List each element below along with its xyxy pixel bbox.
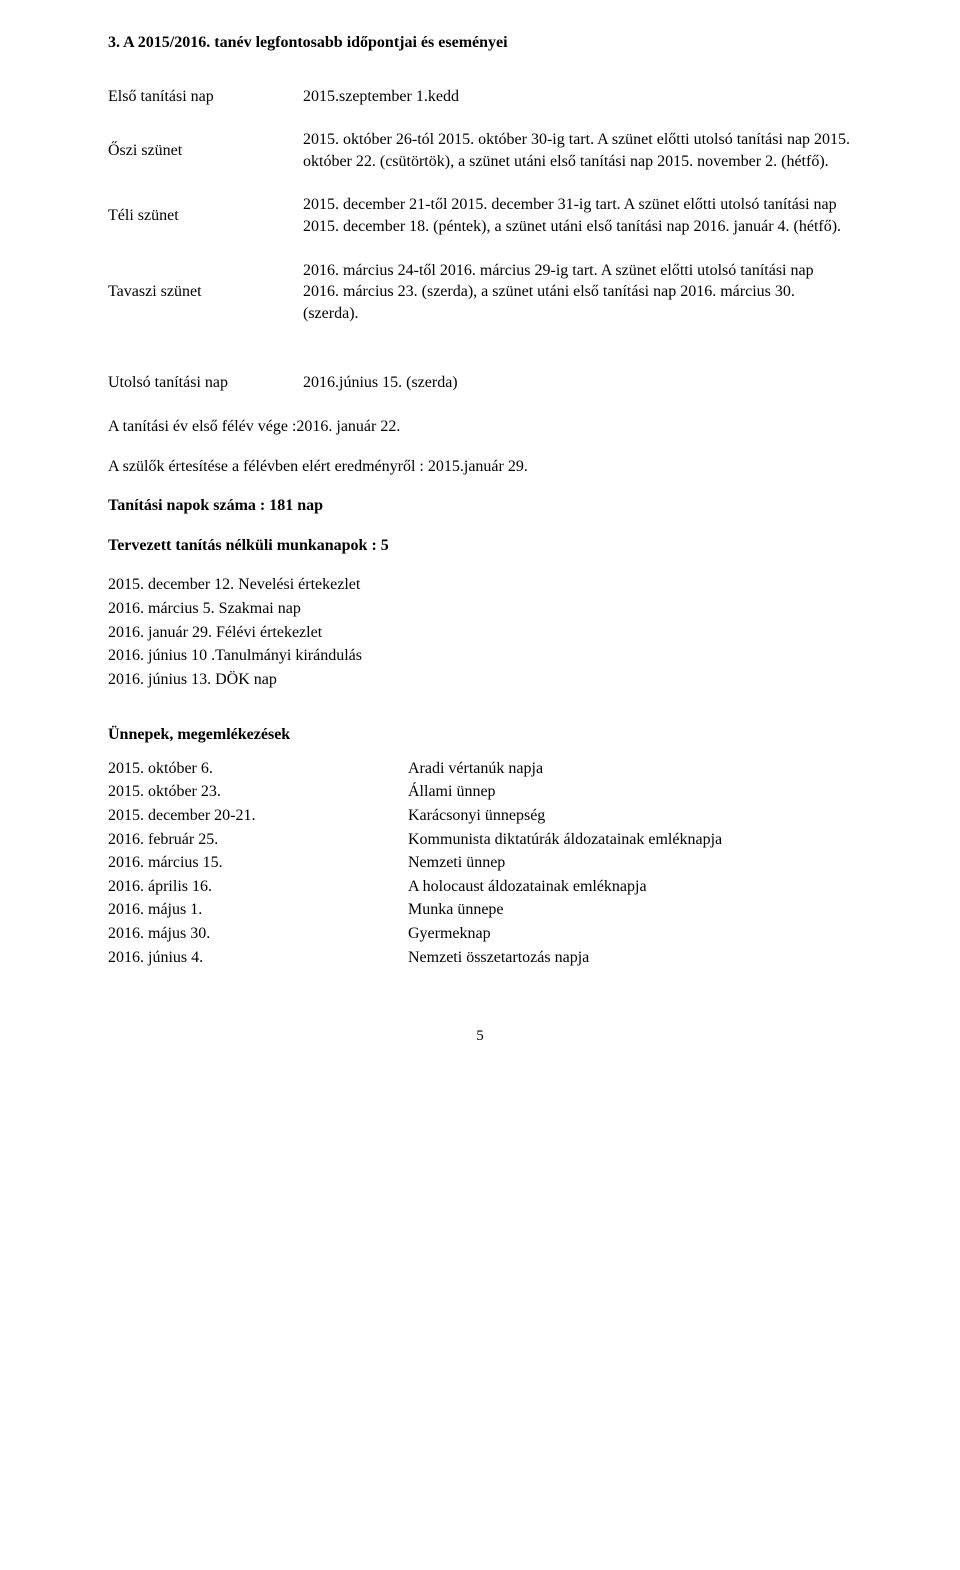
holiday-name: A holocaust áldozatainak emléknapja xyxy=(408,876,852,900)
holiday-name: Aradi vértanúk napja xyxy=(408,758,852,782)
holiday-date: 2015. december 20-21. xyxy=(108,805,408,829)
planned-item: 2016. január 29. Félévi értekezlet xyxy=(108,622,852,644)
last-day-table: Utolsó tanítási nap 2016.június 15. (sze… xyxy=(108,372,852,394)
holiday-name: Állami ünnep xyxy=(408,781,852,805)
holidays-table: 2015. október 6.Aradi vértanúk napja 201… xyxy=(108,758,852,970)
holidays-heading: Ünnepek, megemlékezések xyxy=(108,724,852,746)
parent-notice: A szülők értesítése a félévben elért ere… xyxy=(108,456,852,478)
last-day-value: 2016.június 15. (szerda) xyxy=(303,372,852,394)
half-year-end: A tanítási év első félév vége :2016. jan… xyxy=(108,416,852,438)
holiday-name: Karácsonyi ünnepség xyxy=(408,805,852,829)
holiday-date: 2016. május 1. xyxy=(108,899,408,923)
holiday-name: Nemzeti összetartozás napja xyxy=(408,947,852,971)
holiday-date: 2016. február 25. xyxy=(108,829,408,853)
holiday-date: 2016. március 15. xyxy=(108,852,408,876)
holiday-date: 2016. május 30. xyxy=(108,923,408,947)
holiday-date: 2015. október 6. xyxy=(108,758,408,782)
first-day-value: 2015.szeptember 1.kedd xyxy=(303,86,852,130)
holiday-name: Kommunista diktatúrák áldozatainak emlék… xyxy=(408,829,852,853)
autumn-break-label: Őszi szünet xyxy=(108,129,303,194)
planned-item: 2016. június 13. DÖK nap xyxy=(108,669,852,691)
autumn-break-value: 2015. október 26-tól 2015. október 30-ig… xyxy=(303,129,852,194)
last-day-label: Utolsó tanítási nap xyxy=(108,372,303,394)
section-title: 3. A 2015/2016. tanév legfontosabb időpo… xyxy=(108,32,852,54)
holiday-name: Nemzeti ünnep xyxy=(408,852,852,876)
first-day-label: Első tanítási nap xyxy=(108,86,303,130)
winter-break-value: 2015. december 21-től 2015. december 31-… xyxy=(303,194,852,259)
teaching-days-count: Tanítási napok száma : 181 nap xyxy=(108,495,852,517)
page-number: 5 xyxy=(108,1026,852,1046)
holiday-name: Munka ünnepe xyxy=(408,899,852,923)
holiday-name: Gyermeknap xyxy=(408,923,852,947)
holiday-date: 2016. április 16. xyxy=(108,876,408,900)
dates-table: Első tanítási nap 2015.szeptember 1.kedd… xyxy=(108,86,852,347)
spring-break-label: Tavaszi szünet xyxy=(108,260,303,347)
spring-break-value: 2016. március 24-től 2016. március 29-ig… xyxy=(303,260,852,347)
holiday-date: 2015. október 23. xyxy=(108,781,408,805)
planned-nonteaching-list: 2015. december 12. Nevelési értekezlet 2… xyxy=(108,574,852,690)
planned-item: 2015. december 12. Nevelési értekezlet xyxy=(108,574,852,596)
planned-item: 2016. június 10 .Tanulmányi kirándulás xyxy=(108,645,852,667)
planned-item: 2016. március 5. Szakmai nap xyxy=(108,598,852,620)
holiday-date: 2016. június 4. xyxy=(108,947,408,971)
planned-nonteaching-heading: Tervezett tanítás nélküli munkanapok : 5 xyxy=(108,535,852,557)
winter-break-label: Téli szünet xyxy=(108,194,303,259)
